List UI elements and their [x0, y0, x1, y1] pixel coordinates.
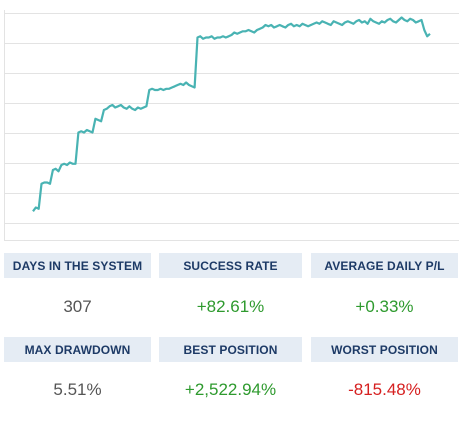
worst-position-header: WORST POSITION	[311, 337, 458, 362]
days-in-system-value: 307	[63, 297, 92, 316]
average-daily-pl-header: AVERAGE DAILY P/L	[311, 253, 458, 278]
success-rate-value: +82.61%	[196, 297, 265, 316]
worst-position-value: -815.48%	[348, 380, 421, 399]
max-drawdown-header: MAX DRAWDOWN	[4, 337, 151, 362]
equity-chart-svg	[4, 10, 459, 241]
average-daily-pl-value: +0.33%	[355, 297, 414, 316]
best-position-value: +2,522.94%	[184, 380, 277, 399]
max-drawdown-value: 5.51%	[53, 380, 102, 399]
days-in-system-header: DAYS IN THE SYSTEM	[4, 253, 151, 278]
best-position-header: BEST POSITION	[159, 337, 302, 362]
success-rate-header: SUCCESS RATE	[159, 253, 302, 278]
equity-series-line	[32, 16, 431, 212]
equity-chart	[4, 10, 459, 241]
